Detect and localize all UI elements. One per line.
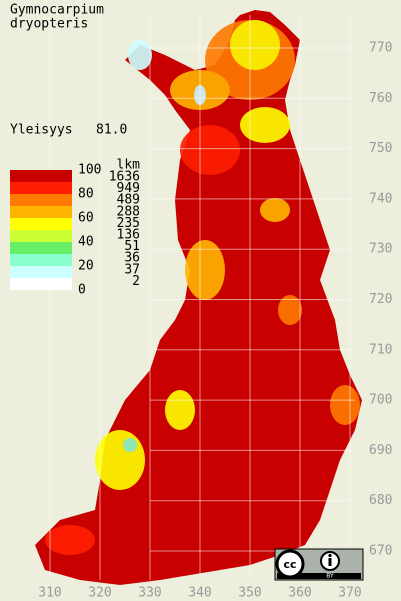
easting-label: 360	[288, 586, 311, 601]
finland-map	[35, 10, 362, 585]
legend-swatch	[10, 218, 72, 230]
northing-label: 740	[369, 191, 392, 206]
legend-swatch	[10, 230, 72, 242]
count-header: lkm	[117, 158, 141, 173]
northing-label: 680	[369, 493, 392, 508]
frequency-label: Yleisyys	[10, 123, 73, 138]
scale-label: 40	[78, 235, 94, 250]
count-label: 949	[117, 181, 140, 196]
northing-label: 700	[369, 393, 392, 408]
northing-label: 710	[369, 342, 392, 357]
species-name: Gymnocarpium	[10, 3, 104, 18]
scale-label: 20	[78, 259, 94, 274]
legend-swatch	[10, 170, 72, 182]
legend-swatch	[10, 206, 72, 218]
license-badge: cc BY	[274, 548, 364, 581]
northing-label: 730	[369, 242, 392, 257]
easting-label: 370	[338, 586, 361, 601]
species-name: dryopteris	[10, 17, 88, 32]
count-label: 288	[117, 204, 140, 219]
easting-label: 340	[188, 586, 211, 601]
northing-label: 720	[369, 292, 392, 307]
count-label: 51	[124, 239, 140, 254]
scale-label: 0	[78, 283, 86, 298]
count-label: 489	[117, 193, 140, 208]
svg-text:cc: cc	[283, 558, 296, 571]
scale-label: 80	[78, 187, 94, 202]
count-label: 36	[124, 251, 140, 266]
legend-swatch	[10, 182, 72, 194]
northing-label: 760	[369, 91, 392, 106]
count-label: 1636	[109, 170, 140, 185]
legend-swatch	[10, 278, 72, 290]
easting-label: 320	[88, 586, 111, 601]
northing-label: 690	[369, 443, 392, 458]
license-text: BY	[326, 573, 334, 580]
easting-label: 350	[238, 586, 261, 601]
easting-label: 310	[38, 586, 61, 601]
count-label: 136	[117, 228, 140, 243]
easting-label: 330	[138, 586, 161, 601]
legend-swatch	[10, 254, 72, 266]
northing-label: 750	[369, 141, 392, 156]
legend-swatch	[10, 266, 72, 278]
legend-swatch	[10, 194, 72, 206]
count-label: 37	[124, 262, 140, 277]
scale-label: 60	[78, 211, 94, 226]
legend-swatch	[10, 242, 72, 254]
northing-label: 770	[369, 41, 392, 56]
scale-label: 100	[78, 163, 101, 178]
northing-label: 670	[369, 544, 392, 559]
frequency-value: 81.0	[96, 123, 127, 138]
coordinate-grid	[49, 15, 355, 580]
count-label: 235	[117, 216, 140, 231]
count-label: 2	[132, 274, 140, 289]
